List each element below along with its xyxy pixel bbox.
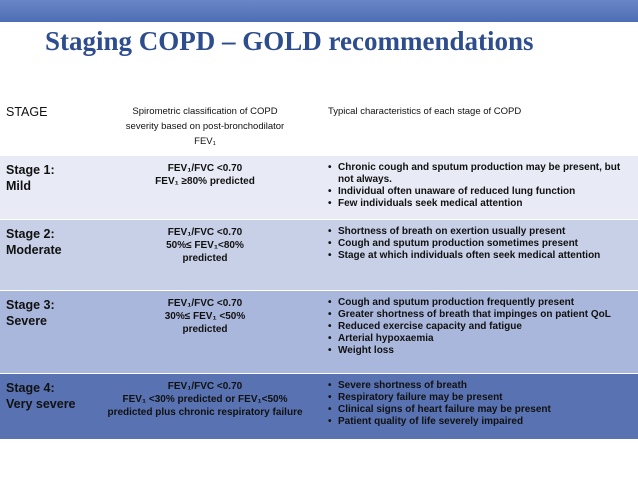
bullet: • bbox=[328, 333, 332, 344]
stage-cell: Stage 4: Very severe bbox=[0, 374, 92, 439]
spirometry-text: 50%≤ FEV₁<80% bbox=[166, 240, 244, 251]
header-row: STAGE Spirometric classification of COPD s… bbox=[0, 98, 638, 156]
bullet: • bbox=[328, 309, 332, 320]
table-row: Stage 1: Mild FEV₁/FVC <0.70 FEV₁ ≥80% pred… bbox=[0, 156, 638, 220]
top-band bbox=[0, 0, 638, 22]
bullet: • bbox=[328, 250, 332, 261]
spirometry-text: FEV₁ ≥80% predicted bbox=[155, 176, 255, 187]
characteristic-text: Few individuals seek medical attention bbox=[338, 198, 523, 209]
header-text: FEV₁ bbox=[194, 136, 216, 147]
characteristic-text: Arterial hypoxaemia bbox=[338, 333, 434, 344]
bullet-item: • Few individuals seek medical attention bbox=[328, 198, 632, 210]
characteristic-text: Weight loss bbox=[338, 345, 394, 356]
bullet-item: • Arterial hypoxaemia bbox=[328, 333, 632, 345]
characteristic-text: Reduced exercise capacity and fatigue bbox=[338, 321, 522, 332]
characteristic-text: Cough and sputum production sometimes pr… bbox=[338, 238, 579, 249]
characteristic-text: Chronic cough and sputum production may … bbox=[338, 162, 621, 185]
bullet-item: • Cough and sputum production frequently … bbox=[328, 297, 632, 309]
spirometry-cell: FEV₁/FVC <0.70 FEV₁ <30% predicted or FEV… bbox=[92, 374, 318, 439]
bullet: • bbox=[328, 416, 332, 427]
spirometry-cell: FEV₁/FVC <0.70 30%≤ FEV₁ <50% predicted bbox=[92, 291, 318, 373]
bullet: • bbox=[328, 186, 332, 197]
header-text: STAGE bbox=[6, 105, 48, 119]
spirometry-text: FEV₁/FVC <0.70 bbox=[167, 227, 243, 238]
bullet: • bbox=[328, 297, 332, 308]
table-row: Stage 4: Very severe FEV₁/FVC <0.70 FEV₁ <3… bbox=[0, 374, 638, 440]
bullet: • bbox=[328, 162, 332, 173]
header-text: Typical characteristics of each stage of… bbox=[328, 106, 522, 117]
characteristic-text: Individual often unaware of reduced lung… bbox=[338, 186, 576, 197]
spirometry-cell: FEV₁/FVC <0.70 FEV₁ ≥80% predicted bbox=[92, 156, 318, 219]
characteristics-cell: • Cough and sputum production frequently … bbox=[318, 291, 638, 373]
bullet-item: • Weight loss bbox=[328, 345, 632, 357]
bullet-item: • Reduced exercise capacity and fatigue bbox=[328, 321, 632, 333]
bullet: • bbox=[328, 345, 332, 356]
stage-text: Very severe bbox=[6, 397, 76, 411]
bullet: • bbox=[328, 238, 332, 249]
header-cell: Spirometric classification of COPD severi… bbox=[92, 98, 318, 155]
table-row: Stage 2: Moderate FEV₁/FVC <0.70 50%≤ FEV₁<… bbox=[0, 220, 638, 291]
stage-text: Stage 3: bbox=[6, 298, 55, 312]
bullet-item: • Cough and sputum production sometimes p… bbox=[328, 238, 632, 250]
bullet-item: • Patient quality of life severely impair… bbox=[328, 416, 632, 428]
spirometry-text: predicted bbox=[182, 253, 228, 264]
characteristic-text: Greater shortness of breath that impinge… bbox=[338, 309, 611, 320]
bullet: • bbox=[328, 404, 332, 415]
characteristic-text: Clinical signs of heart failure may be p… bbox=[338, 404, 551, 415]
spirometry-text: FEV₁/FVC <0.70 bbox=[167, 381, 243, 392]
characteristic-text: Patient quality of life severely impaire… bbox=[338, 416, 524, 427]
spirometry-text: FEV₁/FVC <0.70 bbox=[167, 163, 243, 174]
spirometry-text: 30%≤ FEV₁ <50% bbox=[164, 311, 246, 322]
header-cell: Typical characteristics of each stage of… bbox=[318, 98, 638, 155]
stage-text: Stage 2: bbox=[6, 227, 55, 241]
bullet-item: • Individual often unaware of reduced lun… bbox=[328, 186, 632, 198]
stage-cell: Stage 3: Severe bbox=[0, 291, 92, 373]
stage-cell: Stage 1: Mild bbox=[0, 156, 92, 219]
stage-text: Stage 4: bbox=[6, 381, 55, 395]
header-text: severity based on post-bronchodilator bbox=[125, 121, 285, 132]
slide-title: Staging COPD – GOLD recommendations bbox=[45, 26, 534, 56]
bullet: • bbox=[328, 226, 332, 237]
bullet-item: • Stage at which individuals often seek m… bbox=[328, 250, 632, 262]
characteristic-text: Cough and sputum production frequently p… bbox=[338, 297, 575, 308]
stage-text: Severe bbox=[6, 314, 48, 328]
spirometry-text: predicted bbox=[182, 324, 228, 335]
staging-table: STAGE Spirometric classification of COPD s… bbox=[0, 98, 638, 440]
bullet: • bbox=[328, 198, 332, 209]
header-text: Spirometric classification of COPD bbox=[132, 106, 278, 117]
bullet-item: • Chronic cough and sputum production may… bbox=[328, 162, 632, 186]
characteristics-cell: • Shortness of breath on exertion usually… bbox=[318, 220, 638, 290]
characteristic-text: Respiratory failure may be present bbox=[338, 392, 503, 403]
header-cell: STAGE bbox=[0, 98, 92, 155]
characteristics-cell: • Severe shortness of breath • Respiratory … bbox=[318, 374, 638, 439]
bullet: • bbox=[328, 321, 332, 332]
bullet: • bbox=[328, 392, 332, 403]
characteristic-text: Severe shortness of breath bbox=[338, 380, 467, 391]
spirometry-cell: FEV₁/FVC <0.70 50%≤ FEV₁<80% predicted bbox=[92, 220, 318, 290]
bullet-item: • Clinical signs of heart failure may be … bbox=[328, 404, 632, 416]
stage-text: Moderate bbox=[6, 243, 62, 257]
spirometry-text: FEV₁ <30% predicted or FEV₁<50% bbox=[122, 394, 288, 405]
bullet-item: • Shortness of breath on exertion usually… bbox=[328, 226, 632, 238]
characteristic-text: Shortness of breath on exertion usually … bbox=[338, 226, 566, 237]
bullet: • bbox=[328, 380, 332, 391]
spirometry-text: FEV₁/FVC <0.70 bbox=[167, 298, 243, 309]
table-row: Stage 3: Severe FEV₁/FVC <0.70 30%≤ FEV₁ <5… bbox=[0, 291, 638, 374]
stage-text: Stage 1: bbox=[6, 163, 55, 177]
bullet-item: • Severe shortness of breath bbox=[328, 380, 632, 392]
stage-text: Mild bbox=[6, 179, 31, 193]
bullet-item: • Greater shortness of breath that imping… bbox=[328, 309, 632, 321]
characteristic-text: Stage at which individuals often seek me… bbox=[338, 250, 601, 261]
spirometry-text: predicted plus chronic respiratory failu… bbox=[107, 407, 303, 418]
stage-cell: Stage 2: Moderate bbox=[0, 220, 92, 290]
characteristics-cell: • Chronic cough and sputum production may… bbox=[318, 156, 638, 219]
bullet-item: • Respiratory failure may be present bbox=[328, 392, 632, 404]
